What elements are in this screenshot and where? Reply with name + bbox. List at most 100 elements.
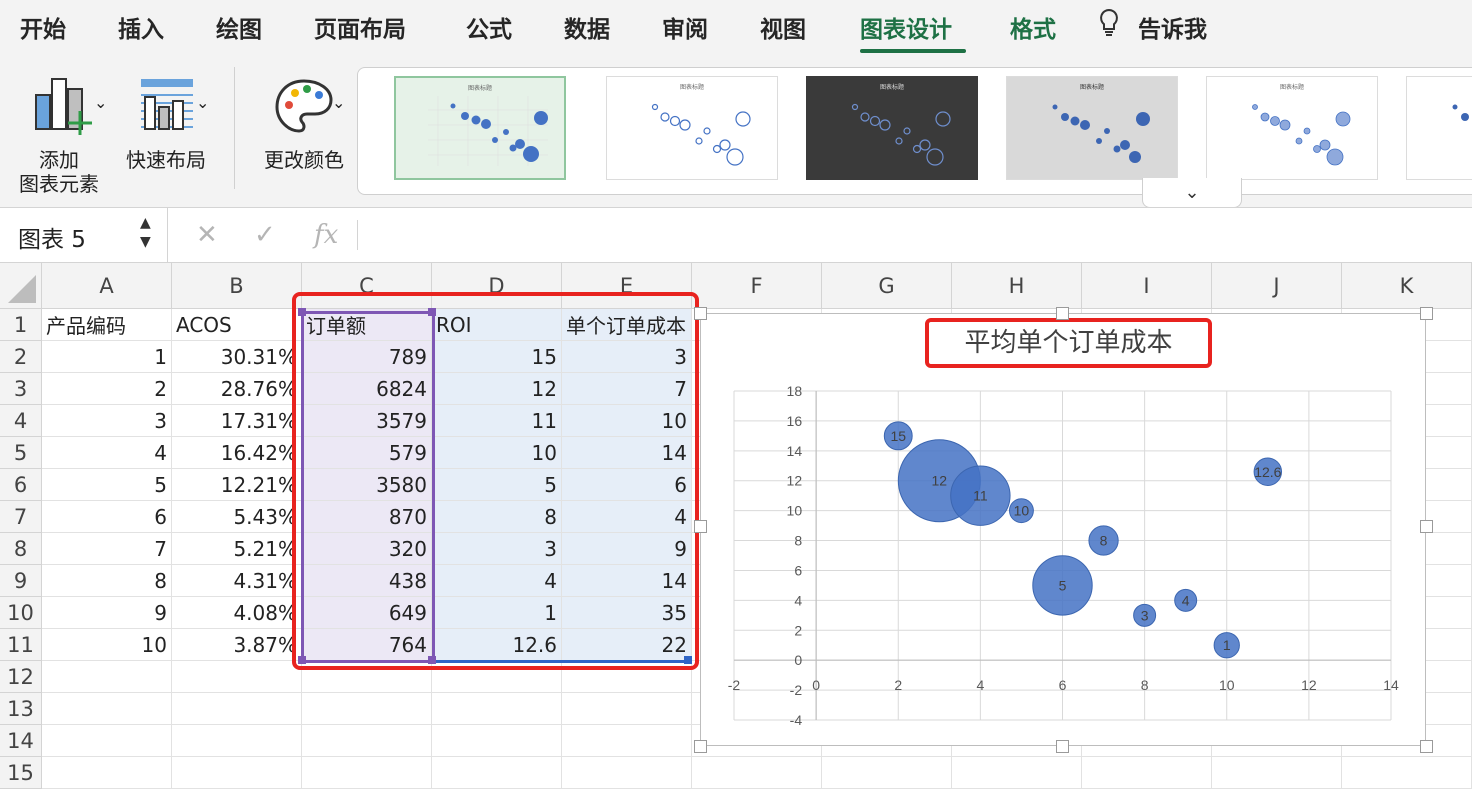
column-header[interactable]: G [822, 263, 952, 309]
cell[interactable] [302, 725, 432, 757]
chart-title-highlight[interactable]: 平均单个订单成本 [925, 318, 1212, 368]
cell[interactable] [432, 693, 562, 725]
cell[interactable] [952, 757, 1082, 789]
data-cell[interactable]: 4.31% [172, 565, 302, 597]
data-cell[interactable]: 3 [432, 533, 562, 565]
data-cell[interactable]: 11 [432, 405, 562, 437]
data-cell[interactable]: 5 [432, 469, 562, 501]
data-cell[interactable]: 15 [432, 341, 562, 373]
data-cell[interactable]: 4 [562, 501, 692, 533]
row-header[interactable]: 1 [0, 309, 42, 341]
tab-home[interactable]: 开始 [20, 17, 66, 43]
insert-function-icon[interactable]: fx [314, 220, 339, 250]
chart-style-1[interactable]: 图表标题 [394, 76, 566, 180]
data-cell[interactable]: 1 [42, 341, 172, 373]
cell[interactable] [562, 693, 692, 725]
chart-resize-handle[interactable] [694, 520, 707, 533]
row-header[interactable]: 11 [0, 629, 42, 661]
data-cell[interactable]: 4 [42, 437, 172, 469]
data-cell[interactable]: 5.21% [172, 533, 302, 565]
cell[interactable] [172, 725, 302, 757]
column-title-cell[interactable]: 产品编码 [42, 309, 172, 341]
cancel-icon[interactable]: ✕ [196, 220, 218, 250]
data-cell[interactable]: 10 [432, 437, 562, 469]
data-cell[interactable]: 320 [302, 533, 432, 565]
data-cell[interactable]: 5 [42, 469, 172, 501]
chevron-down-icon[interactable]: ⌄ [196, 93, 210, 112]
lightbulb-icon[interactable] [1098, 8, 1120, 44]
data-cell[interactable]: 14 [562, 565, 692, 597]
cell[interactable] [432, 757, 562, 789]
change-colors-button[interactable]: 更改颜色 [256, 73, 352, 172]
column-header[interactable]: A [42, 263, 172, 309]
data-cell[interactable]: 5.43% [172, 501, 302, 533]
data-cell[interactable]: 9 [42, 597, 172, 629]
chart-resize-handle[interactable] [1056, 307, 1069, 320]
data-cell[interactable]: 28.76% [172, 373, 302, 405]
column-header[interactable]: B [172, 263, 302, 309]
tab-chart-design[interactable]: 图表设计 [860, 17, 952, 43]
data-cell[interactable]: 10 [562, 405, 692, 437]
column-header[interactable]: K [1342, 263, 1472, 309]
data-cell[interactable]: 12 [432, 373, 562, 405]
data-cell[interactable]: 3.87% [172, 629, 302, 661]
data-cell[interactable]: 8 [42, 565, 172, 597]
data-cell[interactable]: 6 [562, 469, 692, 501]
gallery-expand-button[interactable]: ⌄ [1142, 178, 1242, 208]
data-cell[interactable]: 7 [562, 373, 692, 405]
data-cell[interactable]: 6 [42, 501, 172, 533]
tab-formulas[interactable]: 公式 [466, 17, 512, 43]
cell[interactable] [172, 693, 302, 725]
chart-resize-handle[interactable] [1056, 740, 1069, 753]
range-handle[interactable] [428, 656, 436, 664]
data-cell[interactable]: 649 [302, 597, 432, 629]
cell[interactable] [302, 693, 432, 725]
tab-draw[interactable]: 绘图 [216, 17, 262, 43]
chart-style-2[interactable]: 图表标题 [606, 76, 778, 180]
data-cell[interactable]: 30.31% [172, 341, 302, 373]
row-header[interactable]: 7 [0, 501, 42, 533]
data-cell[interactable]: 438 [302, 565, 432, 597]
row-header[interactable]: 14 [0, 725, 42, 757]
cell[interactable] [562, 757, 692, 789]
data-cell[interactable]: 3579 [302, 405, 432, 437]
chart-resize-handle[interactable] [694, 740, 707, 753]
row-header[interactable]: 13 [0, 693, 42, 725]
column-title-cell[interactable]: ACOS [172, 309, 302, 341]
tab-format[interactable]: 格式 [1010, 17, 1056, 43]
cell[interactable] [42, 661, 172, 693]
cell[interactable] [42, 757, 172, 789]
data-cell[interactable]: 4.08% [172, 597, 302, 629]
data-cell[interactable]: 8 [432, 501, 562, 533]
confirm-icon[interactable]: ✓ [254, 220, 276, 250]
row-header[interactable]: 3 [0, 373, 42, 405]
tab-view[interactable]: 视图 [760, 17, 806, 43]
cell[interactable] [302, 757, 432, 789]
cell[interactable] [822, 757, 952, 789]
data-cell[interactable]: 4 [432, 565, 562, 597]
formula-input[interactable] [370, 208, 1470, 262]
chart-resize-handle[interactable] [1420, 307, 1433, 320]
data-cell[interactable]: 12.21% [172, 469, 302, 501]
tab-data[interactable]: 数据 [564, 17, 610, 43]
column-title-cell[interactable]: 订单额 [302, 309, 432, 341]
chart-style-6[interactable] [1406, 76, 1472, 180]
data-cell[interactable]: 9 [562, 533, 692, 565]
cell[interactable] [172, 661, 302, 693]
column-header[interactable]: E [562, 263, 692, 309]
tab-page-layout[interactable]: 页面布局 [314, 17, 406, 43]
data-cell[interactable]: 579 [302, 437, 432, 469]
data-cell[interactable]: 2 [42, 373, 172, 405]
row-header[interactable]: 12 [0, 661, 42, 693]
chart-style-3[interactable]: 图表标题 [806, 76, 978, 180]
row-header[interactable]: 4 [0, 405, 42, 437]
data-cell[interactable]: 3 [562, 341, 692, 373]
add-chart-element-button[interactable]: 添加 图表元素 [14, 73, 104, 196]
data-cell[interactable]: 870 [302, 501, 432, 533]
cell[interactable] [432, 725, 562, 757]
data-cell[interactable]: 1 [432, 597, 562, 629]
chart-style-5[interactable]: 图表标题 [1206, 76, 1378, 180]
cell[interactable] [692, 757, 822, 789]
cell[interactable] [42, 693, 172, 725]
cell[interactable] [302, 661, 432, 693]
